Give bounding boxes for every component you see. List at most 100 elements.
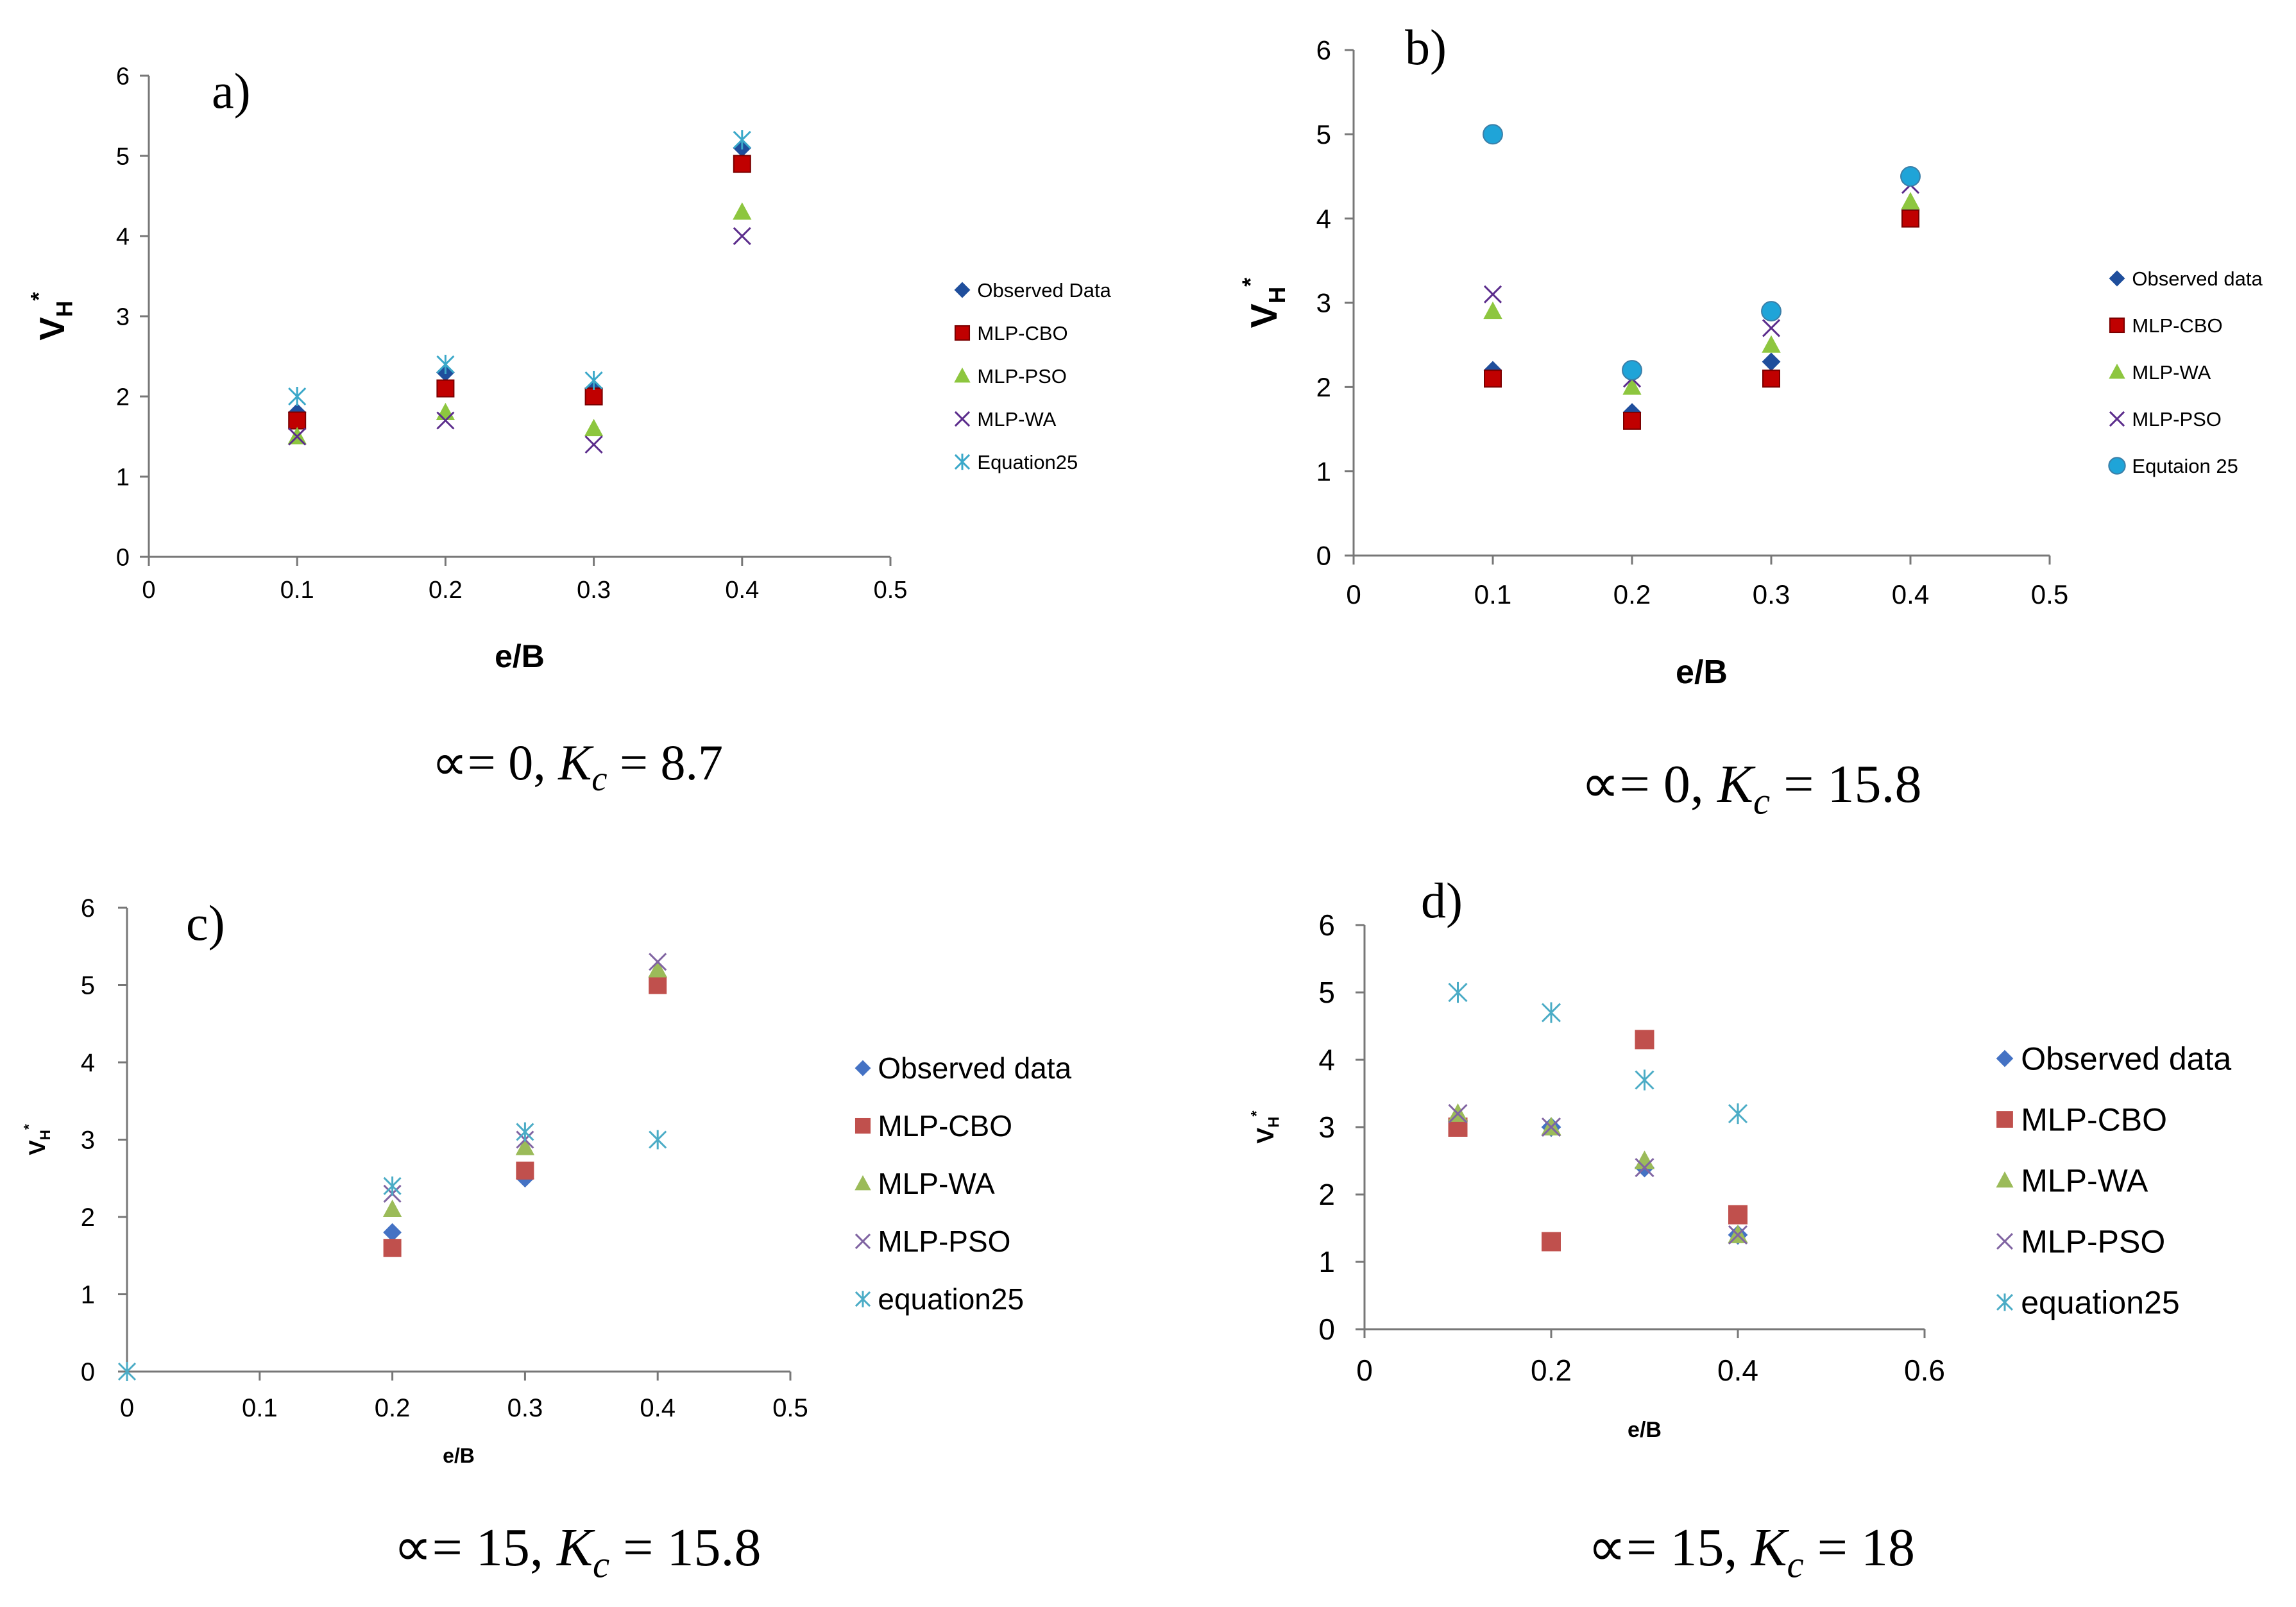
x-tick-label: 0.1 (1474, 579, 1511, 609)
legend-label: MLP-CBO (2021, 1102, 2167, 1138)
y-tick-label: 5 (81, 972, 95, 1000)
data-point (436, 402, 455, 421)
series-mlp-cbo (1484, 209, 1919, 430)
x-tick-label: 0.4 (1892, 579, 1929, 609)
y-tick-label: 1 (1318, 1245, 1335, 1279)
data-point (649, 976, 667, 994)
y-tick-label: 5 (116, 143, 130, 170)
legend-marker (2108, 457, 2126, 475)
x-tick-label: 0 (142, 577, 155, 604)
y-tick-label: 0 (1318, 1313, 1335, 1346)
data-point (1448, 982, 1468, 1003)
y-tick-label: 3 (116, 303, 130, 330)
data-point (516, 1122, 534, 1142)
y-tick-label: 5 (1316, 119, 1331, 149)
series-mlp-wa (1447, 1103, 1748, 1243)
series-mlp-cbo (288, 155, 751, 430)
series-equation25 (1448, 982, 1748, 1125)
data-point (516, 1161, 534, 1180)
y-tick-label: 6 (1318, 908, 1335, 942)
data-point (733, 226, 751, 246)
data-point (1623, 411, 1641, 430)
legend-label: MLP-WA (2132, 361, 2211, 384)
legend-marker (1996, 1050, 2014, 1067)
y-tick-label: 2 (81, 1203, 95, 1232)
y-axis-label: VH* (1237, 277, 1290, 328)
legend-label: MLP-WA (977, 408, 1056, 430)
x-tick-label: 0.1 (280, 577, 314, 604)
data-point (288, 411, 307, 430)
panel-caption: ∝= 15, Kc = 15.8 (394, 1518, 761, 1585)
data-point (584, 418, 604, 437)
chart-panel-d: 0 1 2 3 4 5 6 0 0.2 0.4 0.6 e/B VH* Observed data MLP-… (1248, 872, 2231, 1585)
series-mlp-pso (1483, 176, 1920, 388)
data-point (1483, 124, 1503, 145)
legend-label: MLP-WA (2021, 1163, 2148, 1199)
data-point (733, 202, 752, 220)
legend-marker (954, 367, 971, 383)
data-point (733, 130, 751, 149)
data-point (1635, 1030, 1654, 1050)
legend-label: equation25 (878, 1282, 1024, 1316)
legend-marker (954, 454, 971, 470)
series-mlp-cbo (1448, 1030, 1748, 1252)
legend-marker (855, 1175, 871, 1191)
data-point (1635, 1069, 1654, 1091)
x-tick-label: 0.2 (375, 1394, 411, 1422)
y-tick-label: 1 (116, 464, 130, 491)
y-tick-label: 4 (1316, 203, 1331, 234)
y-tick-label: 4 (116, 223, 130, 250)
data-point (648, 960, 667, 978)
x-tick-label: 0.2 (1531, 1354, 1572, 1387)
x-tick-label: 0 (1356, 1354, 1373, 1387)
x-tick-label: 0 (120, 1394, 134, 1422)
legend-marker (1996, 1111, 2013, 1128)
y-tick-label: 5 (1318, 976, 1335, 1009)
panel-caption: ∝= 15, Kc = 18 (1588, 1518, 1915, 1585)
x-axis-label: e/B (1628, 1418, 1662, 1442)
data-point (1762, 319, 1781, 337)
x-axis-label: e/B (1676, 654, 1728, 691)
legend-marker (2109, 317, 2125, 334)
panel-letter: b) (1405, 19, 1447, 75)
series-equation25 (117, 1122, 667, 1381)
x-tick-label: 0.2 (429, 577, 463, 604)
legend-marker (855, 1233, 871, 1250)
y-tick-label: 3 (1316, 288, 1331, 318)
legend-marker (954, 282, 971, 298)
legend-label: Observed data (2132, 268, 2263, 290)
series-observed-data (287, 139, 752, 422)
y-tick-label: 0 (116, 544, 130, 571)
data-point (1483, 285, 1502, 303)
data-point (383, 1239, 402, 1257)
data-point (1900, 166, 1921, 187)
series-mlp-cbo (383, 976, 667, 1257)
x-tick-label: 0.1 (242, 1394, 278, 1422)
y-axis-label: VH* (1248, 1110, 1282, 1144)
legend-marker (2109, 270, 2125, 287)
data-point (1448, 1103, 1468, 1124)
data-point (515, 1137, 535, 1155)
panel-letter: d) (1421, 872, 1463, 928)
x-tick-label: 0.3 (507, 1394, 543, 1422)
series-equtaion-25 (1483, 124, 1921, 381)
data-point (1484, 370, 1502, 388)
legend-marker (2109, 363, 2125, 379)
data-point (584, 371, 603, 390)
y-axis-label: VH* (21, 1124, 53, 1155)
x-axis-label: e/B (495, 638, 545, 674)
x-tick-label: 0.3 (577, 577, 611, 604)
data-point (1762, 370, 1780, 388)
data-point (383, 1176, 402, 1196)
legend-marker (1996, 1293, 2013, 1311)
data-point (288, 427, 307, 446)
x-tick-label: 0.4 (640, 1394, 676, 1422)
panel-letter: c) (186, 895, 225, 951)
data-point (649, 1130, 667, 1150)
x-tick-label: 0 (1346, 579, 1361, 609)
data-point (733, 155, 751, 173)
data-point (1728, 1205, 1748, 1225)
series-mlp-pso (287, 202, 752, 445)
legend-marker (1996, 1233, 2013, 1250)
